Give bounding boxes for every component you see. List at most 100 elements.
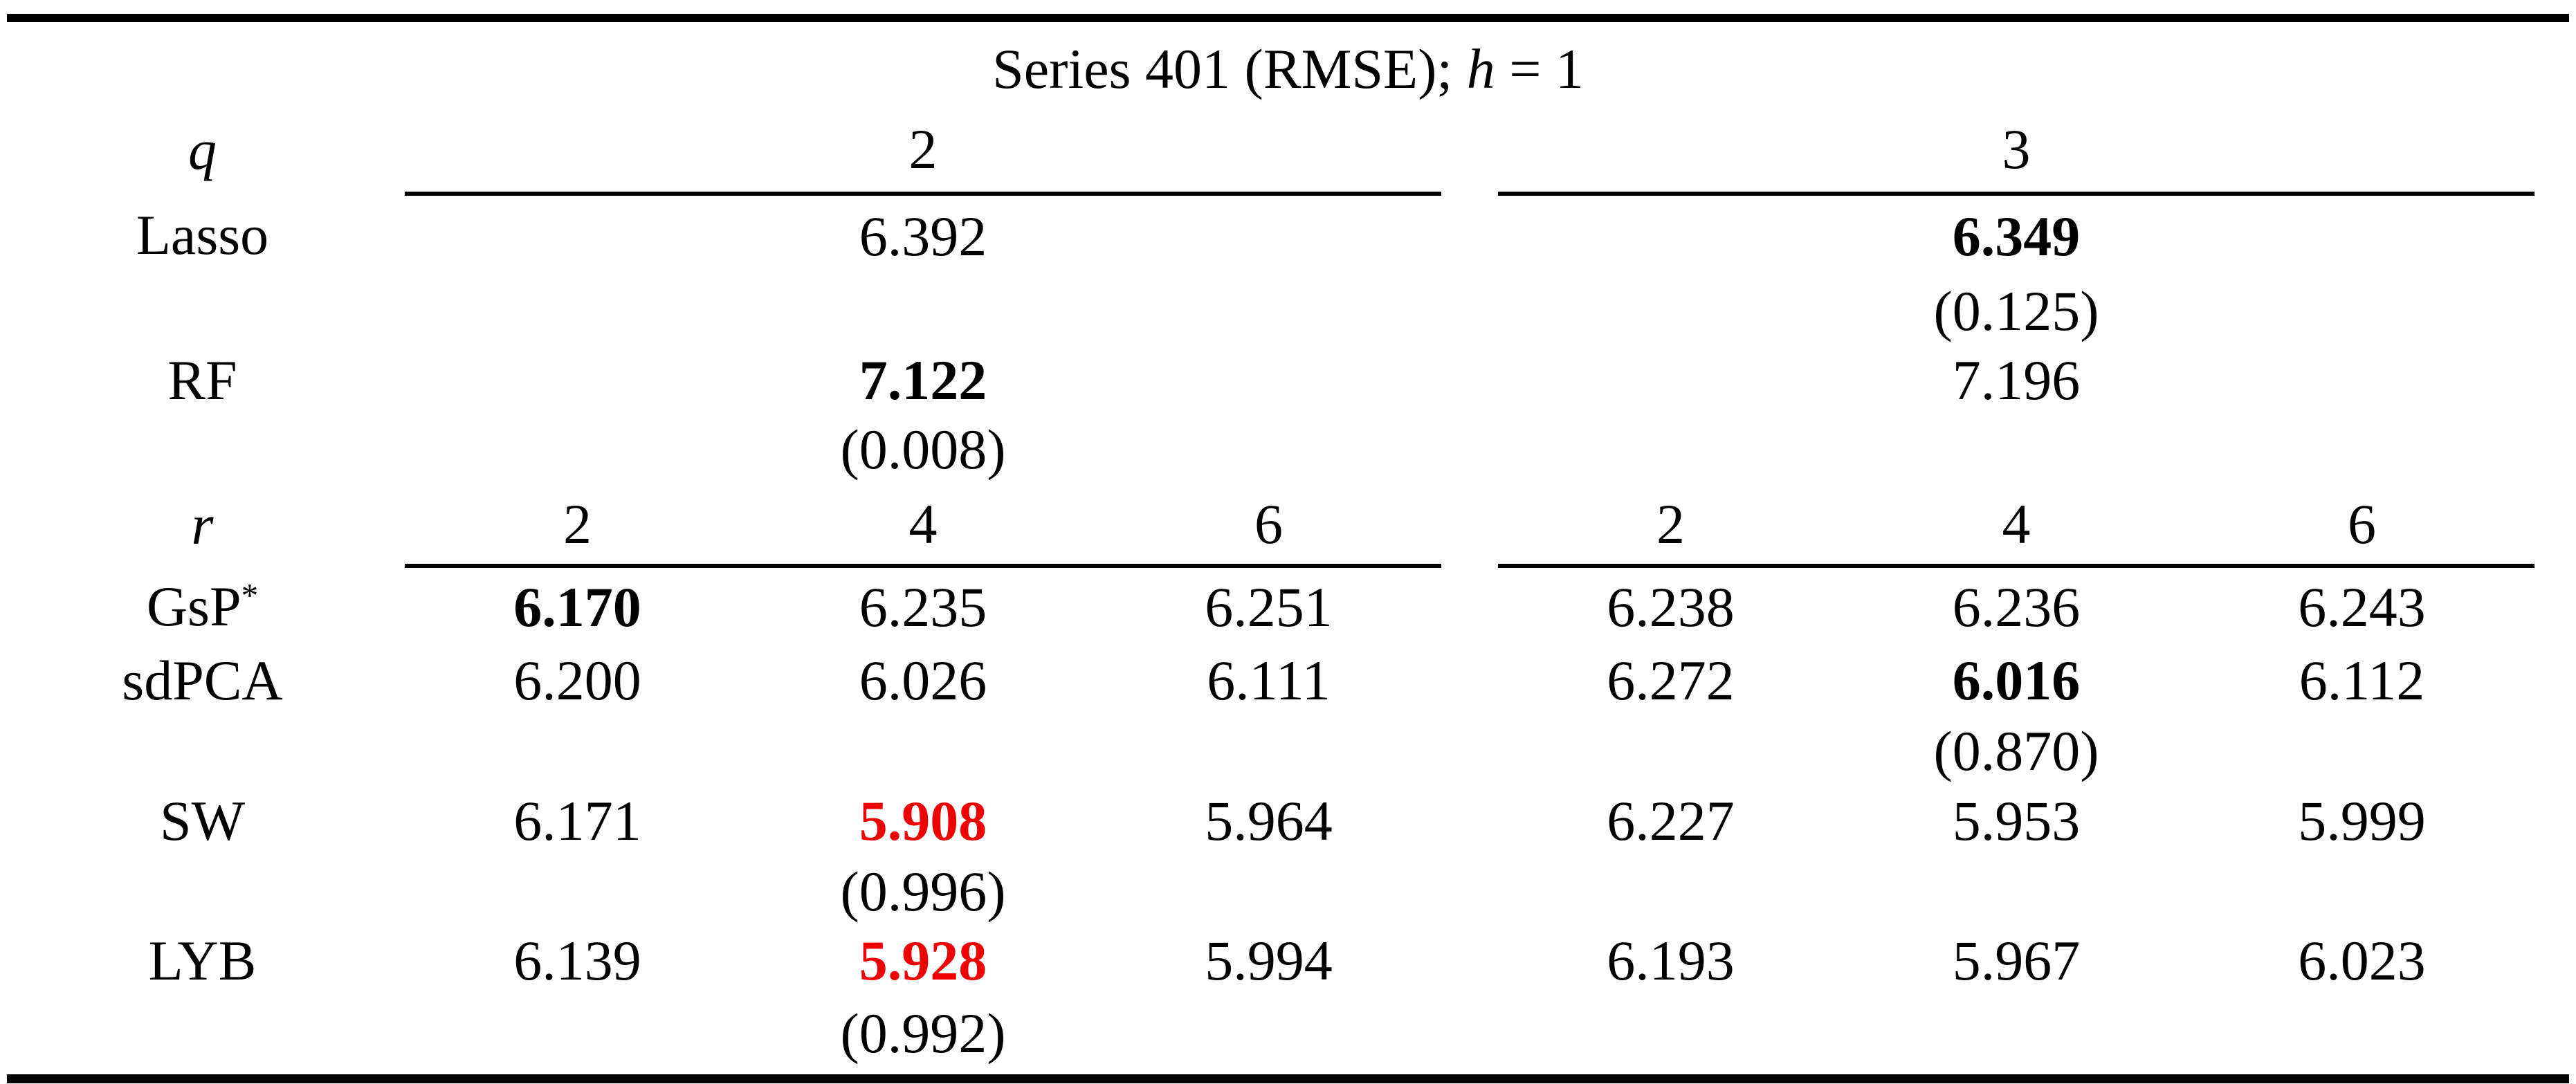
empty-cell [0, 277, 405, 346]
empty-cell [2189, 854, 2534, 928]
cell-gsp-c6: 6.243 [2298, 576, 2426, 639]
empty-cell [1498, 993, 1843, 1074]
row-label-gsp: GsP* [0, 566, 405, 647]
spacer-cell [1441, 715, 1498, 787]
cell-sdpca-c5: 6.016 [1952, 649, 2081, 712]
margin-cell [2534, 415, 2576, 484]
margin-cell [2534, 715, 2576, 787]
q-header-label: q [188, 118, 217, 181]
row-label-rf: RF [167, 349, 237, 412]
gsp-asterisk: * [241, 576, 259, 614]
cell-lyb-c1: 6.139 [513, 928, 641, 992]
row-label-lyb: LYB [148, 928, 257, 992]
empty-cell [1096, 993, 1441, 1074]
cell-sdpca-c3: 6.111 [1207, 649, 1331, 712]
r-header-label: r [191, 493, 214, 556]
spacer-cell [1441, 854, 1498, 928]
table-top-rule [7, 14, 2569, 22]
r-col-q3-4: 4 [1843, 484, 2189, 568]
cell-lyb-c3: 5.994 [1205, 928, 1333, 992]
spacer-cell [1441, 993, 1498, 1074]
margin-cell [2534, 787, 2576, 854]
cell-lasso-q2: 6.392 [859, 204, 987, 268]
cell-gsp-c3: 6.251 [1205, 576, 1333, 639]
se-lasso-q3: (0.125) [1933, 279, 2099, 342]
empty-cell [0, 415, 405, 484]
row-label-sw: SW [160, 789, 245, 852]
table-wrapper: Series 401 (RMSE); h = 1 q 2 3 Lasso 6.3… [0, 14, 2576, 1083]
spacer-cell [1441, 346, 1498, 415]
cell-sw-c2: 5.908 [859, 789, 987, 852]
cell-gsp-c5: 6.236 [1952, 576, 2081, 639]
empty-cell [1096, 715, 1441, 787]
cell-sw-c5: 5.953 [1952, 789, 2081, 852]
empty-cell [750, 715, 1096, 787]
row-label-sdpca: sdPCA [122, 649, 283, 712]
margin-cell [2534, 346, 2576, 415]
cell-sw-c6: 5.999 [2298, 789, 2426, 852]
empty-cell [1843, 854, 2189, 928]
se-sdpca-c5: (0.870) [1933, 719, 2099, 782]
empty-cell [405, 993, 750, 1074]
spacer-cell [1441, 787, 1498, 854]
spacer-cell [1441, 415, 1498, 484]
se-lyb-c2: (0.992) [840, 1002, 1006, 1065]
title-suffix: = 1 [1495, 37, 1584, 100]
cell-lyb-c4: 6.193 [1607, 928, 1735, 992]
cell-lyb-c6: 6.023 [2298, 928, 2426, 992]
cell-sw-c4: 6.227 [1607, 789, 1735, 852]
cell-rf-q3: 7.196 [1952, 349, 2081, 412]
spacer-cell [1441, 928, 1498, 993]
table-title: Series 401 (RMSE); h = 1 [0, 22, 2576, 107]
spacer-cell [1441, 107, 1498, 194]
empty-cell [0, 993, 405, 1074]
margin-cell [2534, 107, 2576, 194]
r-col-q2-2: 2 [405, 484, 750, 568]
margin-cell [2534, 647, 2576, 715]
empty-cell [0, 715, 405, 787]
cell-sw-c1: 6.171 [513, 789, 641, 852]
margin-cell [2534, 194, 2576, 277]
q-group-3-header: 3 [1498, 107, 2534, 196]
cell-lyb-c5: 5.967 [1952, 928, 2081, 992]
empty-cell [1498, 415, 2534, 484]
empty-cell [1096, 854, 1441, 928]
r-col-q3-2: 2 [1498, 484, 1843, 568]
cell-sdpca-c1: 6.200 [513, 649, 641, 712]
cell-sdpca-c4: 6.272 [1607, 649, 1735, 712]
cell-gsp-c4: 6.238 [1607, 576, 1735, 639]
spacer-cell [1441, 484, 1498, 566]
cell-sdpca-c2: 6.026 [859, 649, 987, 712]
empty-cell [2189, 715, 2534, 787]
se-rf-q2: (0.008) [840, 418, 1006, 481]
margin-cell [2534, 566, 2576, 647]
margin-cell [2534, 928, 2576, 993]
margin-cell [2534, 993, 2576, 1074]
spacer-cell [1441, 277, 1498, 346]
empty-cell [0, 854, 405, 928]
empty-cell [1498, 715, 1843, 787]
cell-gsp-c1: 6.170 [513, 576, 641, 639]
table-bottom-rule [7, 1074, 2569, 1083]
empty-cell [1498, 854, 1843, 928]
se-sw-c2: (0.996) [840, 859, 1006, 923]
cell-lasso-q3: 6.349 [1952, 204, 2081, 268]
q-group-2-header: 2 [405, 107, 1441, 196]
empty-cell [2189, 993, 2534, 1074]
empty-cell [1843, 993, 2189, 1074]
title-prefix: Series 401 (RMSE); [992, 37, 1467, 100]
r-col-q2-4: 4 [750, 484, 1096, 568]
results-table: Series 401 (RMSE); h = 1 q 2 3 Lasso 6.3… [0, 22, 2576, 1074]
r-col-q3-6: 6 [2189, 484, 2534, 568]
cell-sdpca-c6: 6.112 [2299, 649, 2425, 712]
empty-cell [405, 854, 750, 928]
spacer-cell [1441, 194, 1498, 277]
spacer-cell [1441, 566, 1498, 647]
cell-sw-c3: 5.964 [1205, 789, 1333, 852]
margin-cell [2534, 484, 2576, 566]
r-col-q2-6: 6 [1096, 484, 1441, 568]
margin-cell [2534, 854, 2576, 928]
empty-cell [405, 715, 750, 787]
spacer-cell [1441, 647, 1498, 715]
